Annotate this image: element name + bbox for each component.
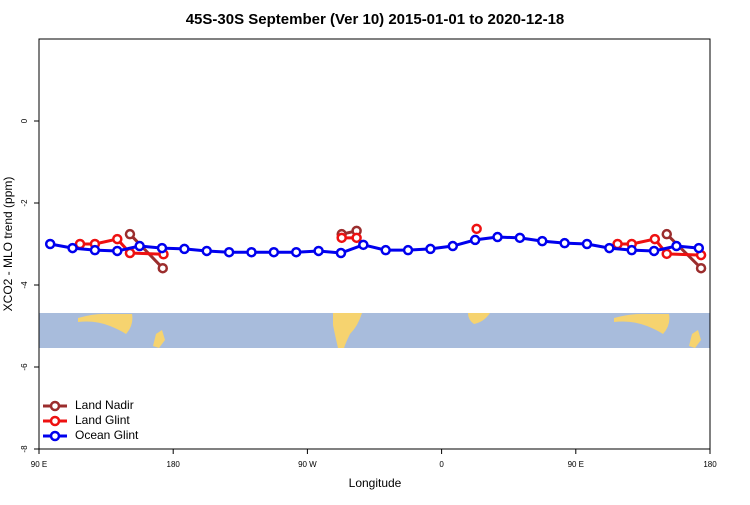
- data-point: [581, 238, 593, 250]
- data-point: [156, 242, 168, 254]
- data-point: [471, 223, 482, 235]
- data-point: [351, 232, 362, 244]
- data-point: [559, 237, 570, 249]
- data-point: [402, 244, 414, 256]
- data-point: [693, 242, 705, 254]
- legend-label: Land Nadir: [75, 398, 134, 412]
- data-point: [179, 243, 190, 255]
- y-tick-label: 0: [20, 118, 29, 123]
- data-point: [649, 233, 661, 245]
- data-point: [380, 244, 391, 256]
- data-point: [157, 262, 169, 274]
- legend-label: Land Glint: [75, 413, 130, 427]
- data-point: [335, 247, 347, 259]
- y-tick-label: -4: [20, 281, 29, 289]
- x-tick-label: 180: [167, 460, 181, 469]
- chart-title: 45S-30S September (Ver 10) 2015-01-01 to…: [186, 11, 565, 28]
- data-point: [492, 231, 503, 243]
- y-axis-label: XCO2 - MLO trend (ppm): [1, 177, 15, 312]
- data-point: [626, 244, 637, 256]
- x-tick-label: 90 E: [31, 460, 47, 469]
- x-axis-label: Longitude: [349, 476, 402, 490]
- data-point: [648, 245, 660, 257]
- x-tick-label: 90 E: [568, 460, 584, 469]
- map-strip: [39, 313, 710, 348]
- data-point: [336, 232, 347, 244]
- data-point: [201, 245, 212, 257]
- data-point: [268, 246, 280, 258]
- data-point: [425, 243, 436, 255]
- data-point: [89, 244, 101, 256]
- data-point: [604, 242, 615, 254]
- x-tick-label: 0: [439, 460, 444, 469]
- data-point: [112, 233, 123, 245]
- data-point: [612, 238, 623, 250]
- data-point: [67, 242, 78, 254]
- plot-frame: [38, 38, 711, 450]
- legend-label: Ocean Glint: [75, 428, 139, 442]
- data-point: [447, 240, 459, 252]
- data-point: [671, 240, 682, 252]
- data-point: [537, 235, 548, 247]
- data-point: [44, 238, 56, 250]
- x-tick-label: 180: [703, 460, 717, 469]
- legend-marker: [49, 430, 61, 442]
- data-point: [112, 245, 123, 257]
- data-point: [661, 228, 673, 240]
- legend-marker: [49, 415, 61, 427]
- data-point: [661, 248, 673, 260]
- legend-marker: [49, 400, 61, 412]
- x-tick-label: 90 W: [298, 460, 317, 469]
- data-point: [124, 228, 136, 240]
- y-tick-label: -2: [20, 199, 29, 207]
- data-point: [134, 240, 145, 252]
- data-point: [695, 262, 707, 274]
- data-point: [313, 245, 324, 257]
- y-tick-label: -6: [20, 363, 29, 371]
- data-point: [514, 232, 526, 244]
- data-point: [223, 246, 235, 258]
- y-tick-label: -8: [20, 445, 29, 453]
- data-point: [290, 246, 302, 258]
- data-point: [469, 234, 481, 246]
- data-point: [246, 246, 257, 258]
- data-point: [358, 239, 369, 251]
